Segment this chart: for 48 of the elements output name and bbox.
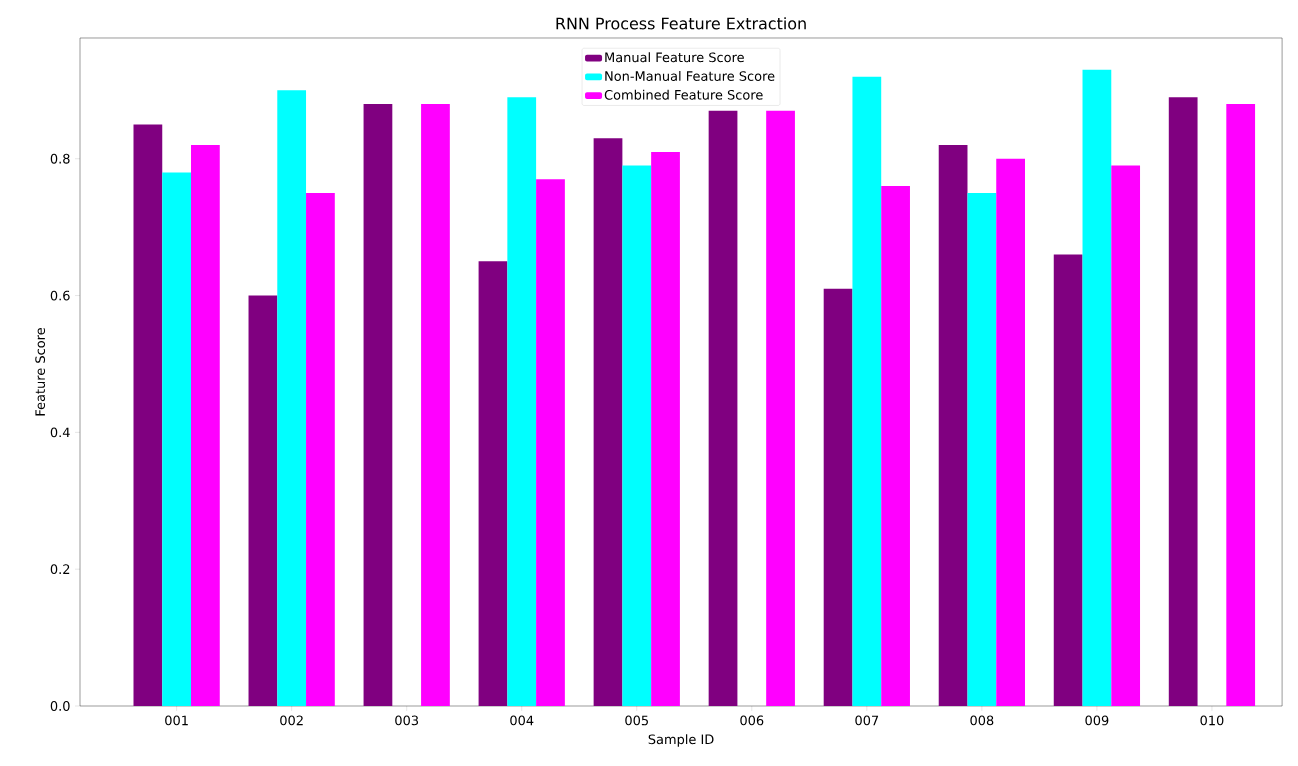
y-tick-label: 0.4 xyxy=(50,427,70,438)
bar xyxy=(1053,254,1083,706)
bar xyxy=(1082,69,1112,706)
bar xyxy=(651,151,680,706)
bar xyxy=(277,90,307,706)
bar xyxy=(1226,104,1256,706)
bar xyxy=(1168,97,1198,706)
legend-label: Manual Feature Score xyxy=(605,52,744,63)
bar xyxy=(421,104,450,706)
bar xyxy=(478,261,508,706)
legend-label: Combined Feature Score xyxy=(604,89,763,100)
bar xyxy=(248,295,278,706)
bar xyxy=(708,110,738,706)
bar xyxy=(133,124,163,706)
bar xyxy=(593,138,623,706)
bar xyxy=(967,192,997,706)
y-tick-label: 0.8 xyxy=(50,153,70,164)
bar xyxy=(507,97,537,706)
chart-title: RNN Process Feature Extraction xyxy=(556,17,806,30)
y-tick-label: 0.2 xyxy=(50,564,70,575)
bar xyxy=(191,145,220,706)
legend-label: Non-Manual Feature Score xyxy=(605,70,775,81)
bar xyxy=(306,192,335,706)
x-tick-label: 002 xyxy=(280,715,303,726)
bar xyxy=(881,186,910,706)
x-tick-label: 003 xyxy=(395,715,419,726)
y-tick-label: 0.0 xyxy=(50,701,70,711)
y-tick-label: 0.6 xyxy=(50,290,70,301)
x-tick-label: 004 xyxy=(510,715,534,726)
y-axis-title: Feature Score xyxy=(35,328,46,416)
x-axis-title: Sample ID xyxy=(648,734,714,747)
bar xyxy=(996,158,1025,706)
bar xyxy=(162,172,192,706)
bar xyxy=(536,179,565,706)
x-tick-label: 001 xyxy=(165,715,188,726)
bar xyxy=(363,104,393,706)
bar xyxy=(938,145,968,706)
x-tick-label: 009 xyxy=(1085,715,1109,726)
x-tick-label: 008 xyxy=(970,715,994,726)
bar xyxy=(823,288,853,706)
x-tick-label: 007 xyxy=(855,715,879,726)
x-tick-label: 006 xyxy=(740,715,764,726)
bar xyxy=(766,110,795,706)
bar xyxy=(622,165,652,706)
bar xyxy=(852,76,882,706)
bar xyxy=(1111,165,1141,706)
x-tick-label: 010 xyxy=(1200,715,1224,726)
x-tick-label: 005 xyxy=(625,715,648,726)
